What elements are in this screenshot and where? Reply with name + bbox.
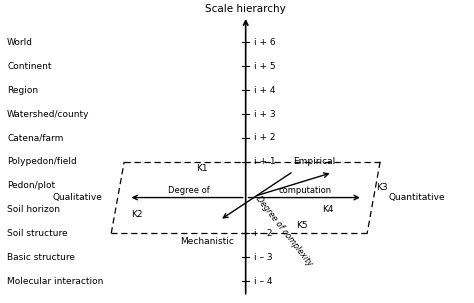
Text: i – 4: i – 4 [255,277,273,286]
Text: i + 5: i + 5 [255,62,276,71]
Text: Molecular interaction: Molecular interaction [7,277,103,286]
Text: i + 4: i + 4 [255,86,276,95]
Text: Degree of: Degree of [168,186,210,195]
Text: K5: K5 [296,221,308,229]
Text: Scale hierarchy: Scale hierarchy [205,4,286,14]
Text: Qualitative: Qualitative [53,193,102,202]
Text: computation: computation [278,186,331,195]
Text: Soil horizon: Soil horizon [7,205,60,214]
Text: K4: K4 [322,205,334,214]
Text: Quantitative: Quantitative [389,193,446,202]
Text: i + 1: i + 1 [255,157,276,166]
Text: K2: K2 [131,210,143,219]
Text: Empirical: Empirical [293,157,336,166]
Text: i + 6: i + 6 [255,38,276,47]
Text: Degree of complexity: Degree of complexity [254,194,314,267]
Text: Pedon/plot: Pedon/plot [7,181,55,190]
Text: Catena/farm: Catena/farm [7,133,64,142]
Text: Basic structure: Basic structure [7,253,75,262]
Text: i – 2: i – 2 [255,229,273,238]
Text: i + 3: i + 3 [255,109,276,118]
Text: i + 2: i + 2 [255,133,276,142]
Text: i – 3: i – 3 [255,253,273,262]
Text: K3: K3 [376,183,387,192]
Text: Mechanistic: Mechanistic [180,237,234,246]
Text: Watershed/county: Watershed/county [7,109,90,118]
Text: K1: K1 [197,164,208,173]
Text: Region: Region [7,86,38,95]
Text: Continent: Continent [7,62,52,71]
Text: Polypedon/field: Polypedon/field [7,157,77,166]
Text: Soil structure: Soil structure [7,229,68,238]
Text: World: World [7,38,33,47]
